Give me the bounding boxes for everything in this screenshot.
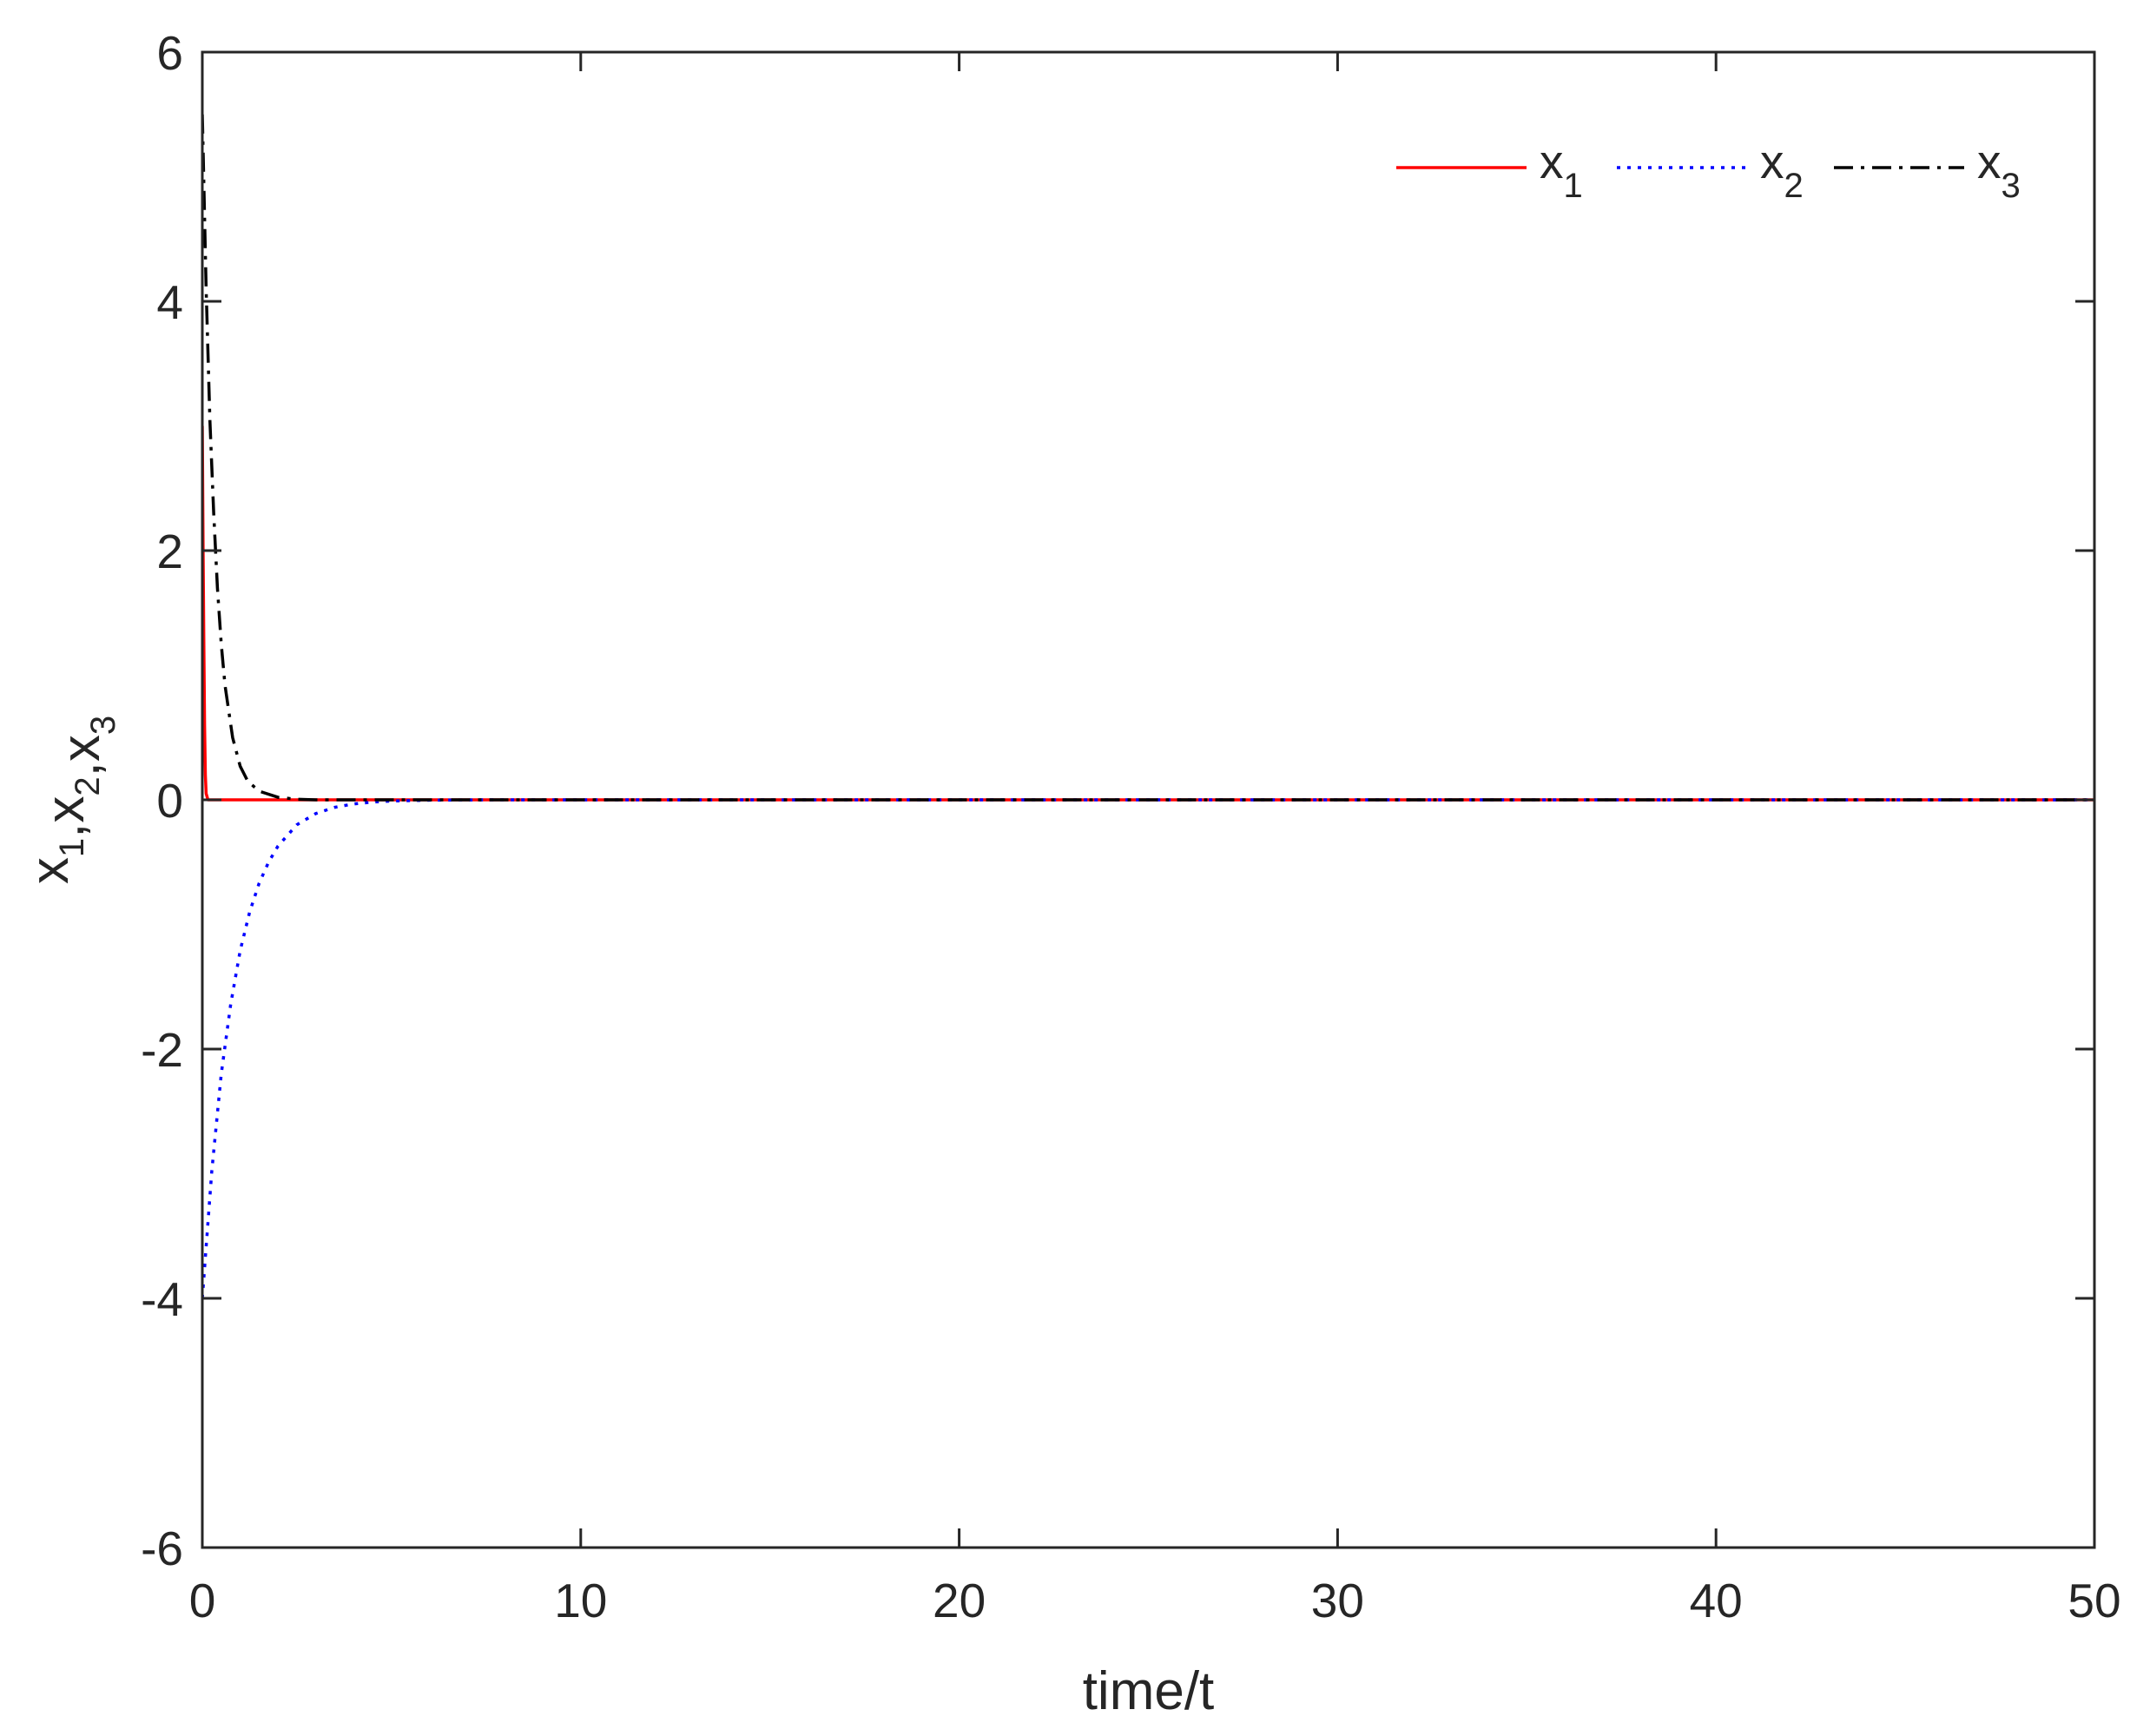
y-axis-label-subscript: 3 [84, 716, 122, 735]
y-tick-label: 6 [156, 26, 183, 80]
x-tick-label: 20 [933, 1574, 986, 1627]
y-tick-label: 0 [156, 774, 183, 828]
x-axis-label: time/t [1083, 1661, 1215, 1721]
y-axis-label-subscript: 1 [53, 838, 91, 857]
x-tick-label: 0 [189, 1574, 216, 1627]
legend-label-variable: x [1760, 135, 1784, 188]
x-tick-label: 30 [1311, 1574, 1364, 1627]
y-axis-label-variable: x [51, 735, 111, 762]
legend-label-variable: x [1977, 135, 2002, 188]
legend-label-x1: x1 [1540, 135, 1583, 205]
y-tick-label: 4 [156, 275, 183, 329]
x-tick-label: 40 [1690, 1574, 1743, 1627]
legend-label-x3: x3 [1977, 135, 2021, 205]
y-axis-label-variable: x [36, 796, 96, 823]
series-line-x3 [202, 114, 2094, 802]
y-axis-label-variable: x [20, 857, 80, 884]
y-axis-label-separator: , [51, 762, 111, 776]
y-tick-label: 2 [156, 525, 183, 578]
y-axis-label-subscript: 2 [69, 776, 107, 795]
y-axis-label: x1,x2,x3 [20, 716, 122, 884]
y-tick-label: -6 [141, 1521, 183, 1575]
x-tick-label: 10 [554, 1574, 607, 1627]
legend: x1 x2 x3 [1396, 135, 2021, 205]
legend-label-subscript: 3 [2002, 167, 2021, 205]
legend-label-subscript: 1 [1564, 167, 1583, 205]
y-axis-label-separator: , [36, 823, 96, 838]
legend-label-x2: x2 [1760, 135, 1804, 205]
y-tick-label: -2 [141, 1023, 183, 1077]
legend-label-variable: x [1540, 135, 1564, 188]
legend-label-subscript: 2 [1784, 167, 1804, 205]
x-tick-label: 50 [2068, 1574, 2120, 1627]
y-tick-label: -4 [141, 1272, 183, 1326]
